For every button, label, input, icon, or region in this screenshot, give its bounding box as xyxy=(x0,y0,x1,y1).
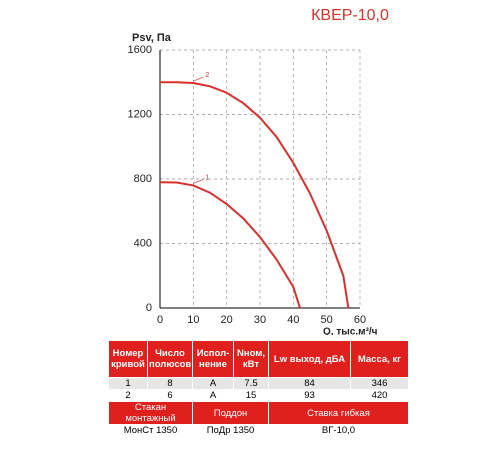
table-cell: ВГ-10,0 xyxy=(268,424,409,437)
curve xyxy=(160,81,350,309)
table-cell: Число полюсов xyxy=(147,340,193,378)
data-table: Номер кривой Число полюсов Испол-нение Nном… xyxy=(108,340,409,437)
y-tick-label: 400 xyxy=(134,237,152,249)
x-tick-label: 20 xyxy=(221,314,233,326)
table-row: МонСт 1350 ПоДр 1350 ВГ-10,0 xyxy=(108,424,409,437)
table-row: Номер кривой Число полюсов Испол-нение Nном… xyxy=(108,340,409,378)
table-cell: 93 xyxy=(268,389,351,402)
table-cell: МонСт 1350 xyxy=(108,424,193,437)
table-row: 2 6 А 15 93 420 xyxy=(108,389,409,402)
table-cell: А xyxy=(192,377,234,390)
table-cell: 84 xyxy=(268,377,351,390)
x-tick-label: 0 xyxy=(157,314,163,326)
table-row: Стакан монтажный Поддон Ставка гибкая xyxy=(108,401,409,425)
x-tick-label: 40 xyxy=(287,314,299,326)
table-cell: А xyxy=(192,389,234,402)
table-cell: 420 xyxy=(350,389,409,402)
table-cell: Ставка гибкая xyxy=(268,401,409,425)
table-cell: 2 xyxy=(108,389,148,402)
table-cell: Lw выход, дБА xyxy=(268,340,351,378)
y-tick-label: 800 xyxy=(134,173,152,185)
x-axis-label: Q, тыс.м³/ч xyxy=(323,327,378,335)
chart-title: КВЕР-10,0 xyxy=(311,7,389,24)
y-axis-label: Psv, Па xyxy=(132,32,172,44)
y-tick-label: 0 xyxy=(146,302,152,314)
curve-label-leader xyxy=(193,179,204,184)
table-cell: 8 xyxy=(147,377,193,390)
table-cell: Номер кривой xyxy=(108,340,148,378)
curve-label: 2 xyxy=(205,72,209,79)
curve xyxy=(159,181,301,309)
table-cell: Nном, кВт xyxy=(233,340,269,378)
x-tick-label: 50 xyxy=(321,314,333,326)
chart: КВЕР-10,0 Psv, Па Q, тыс.м³/ч 0400800120… xyxy=(128,7,389,335)
table-cell: 6 xyxy=(147,389,193,402)
table-cell: Стакан монтажный xyxy=(108,401,193,425)
y-tick-label: 1200 xyxy=(128,108,152,120)
table-cell: 346 xyxy=(350,377,409,390)
table-cell: 7.5 xyxy=(233,377,269,390)
x-tick-label: 30 xyxy=(254,314,266,326)
y-tick-label: 1600 xyxy=(128,44,152,56)
table-row: 1 8 А 7.5 84 346 xyxy=(108,377,409,390)
curve-label-leader xyxy=(193,76,204,82)
table-cell: 1 xyxy=(108,377,148,390)
table-cell: Испол-нение xyxy=(192,340,234,378)
table-cell: Поддон xyxy=(192,401,269,425)
table-cell: Масса, кг xyxy=(350,340,409,378)
table-cell: ПоДр 1350 xyxy=(192,424,269,437)
curve-label: 1 xyxy=(205,174,209,181)
table-cell: 15 xyxy=(233,389,269,402)
x-tick-label: 60 xyxy=(354,314,366,326)
x-tick-label: 10 xyxy=(187,314,199,326)
